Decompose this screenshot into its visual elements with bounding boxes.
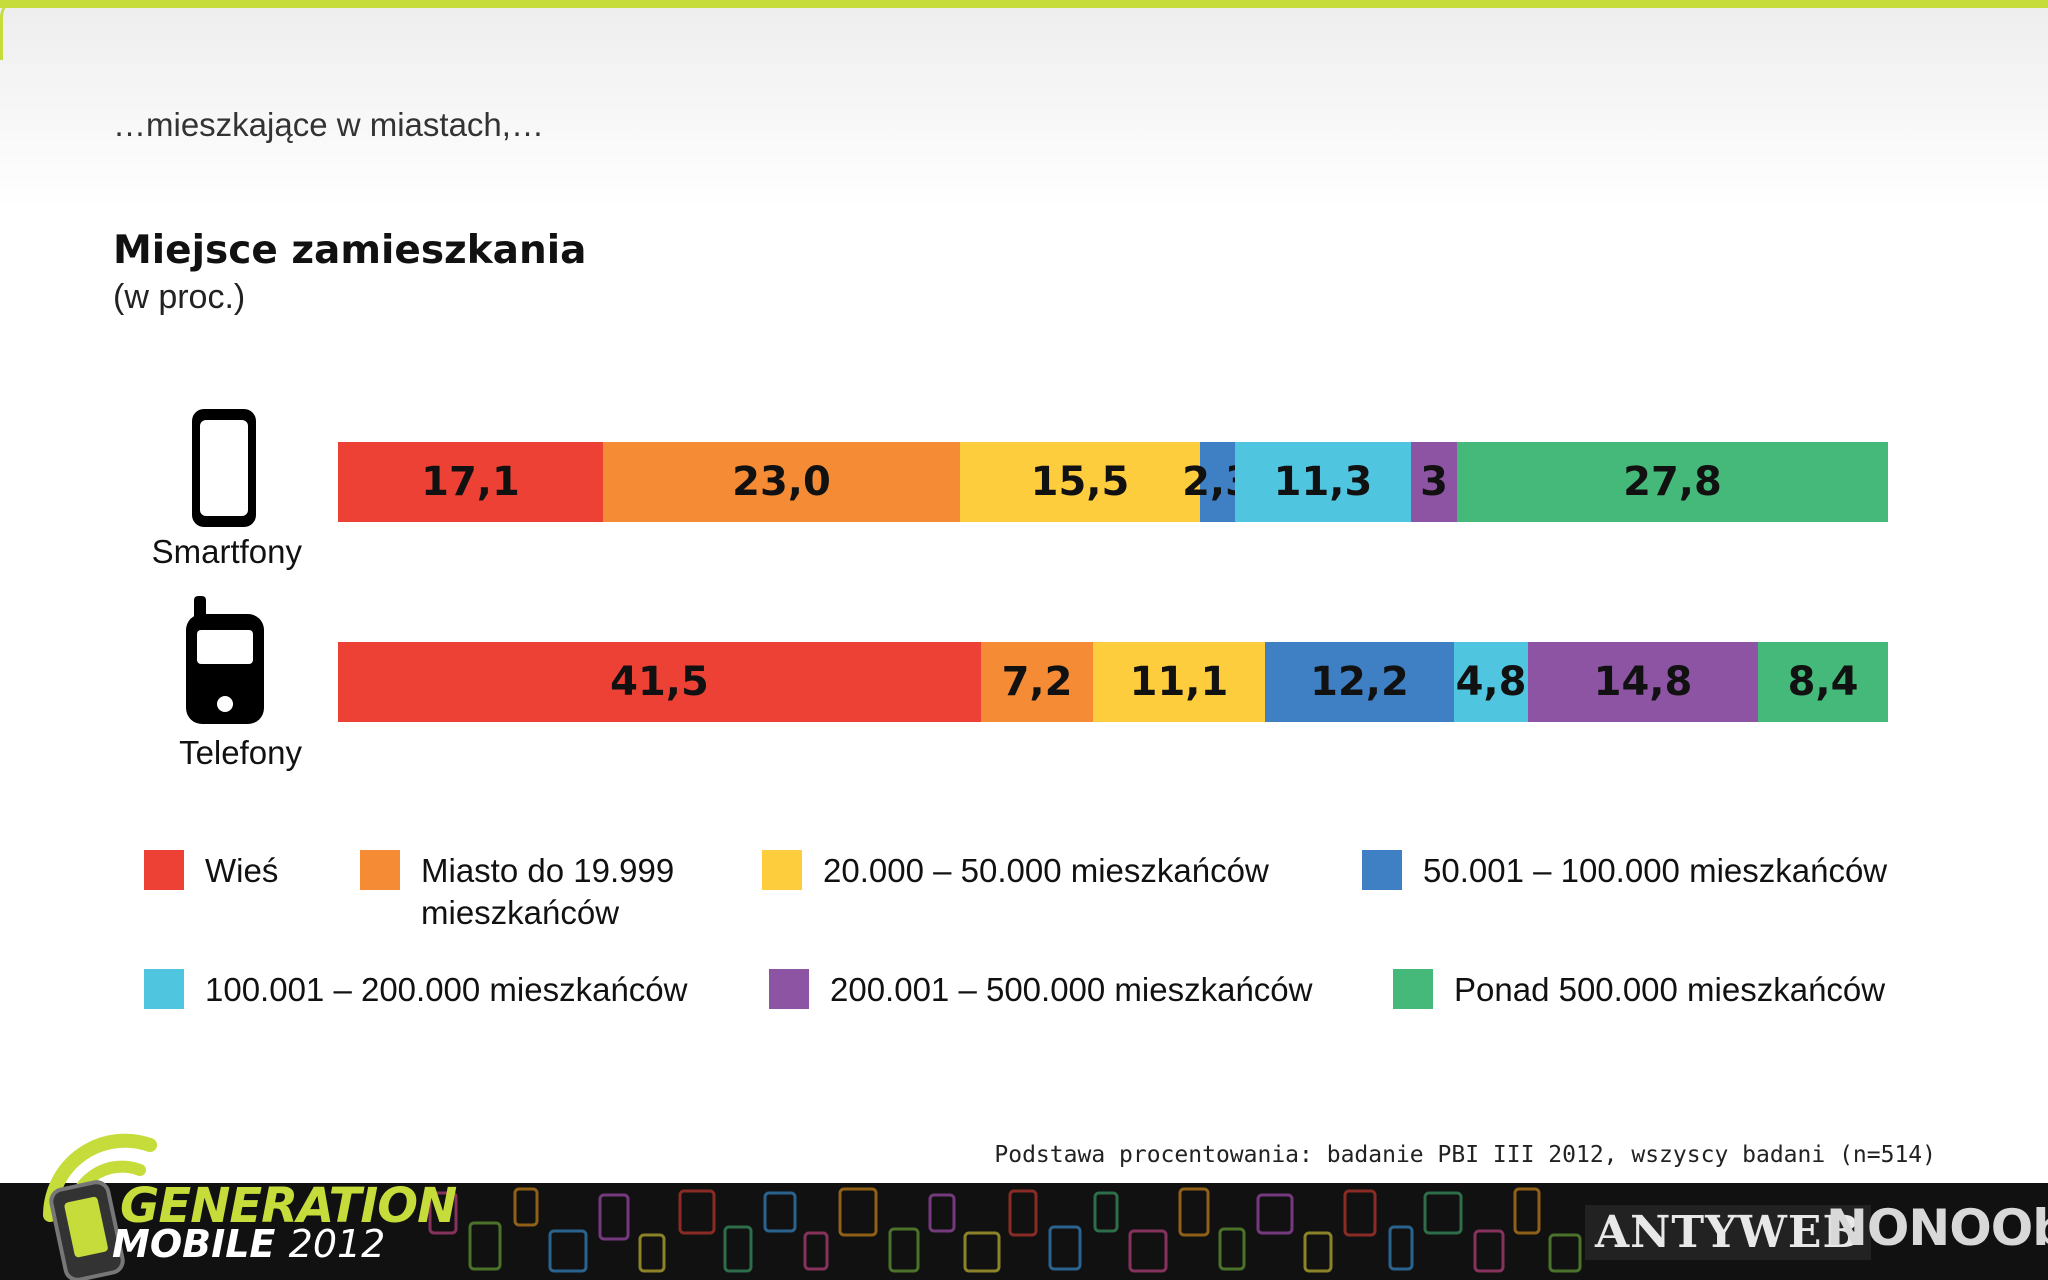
data-label: 14,8 bbox=[1593, 659, 1693, 705]
bar-segment-smartfony-0: 17,1 bbox=[338, 442, 603, 522]
bar-segment-smartfony-3: 2,3 bbox=[1182, 442, 1253, 522]
row-label-telefony: Telefony bbox=[179, 734, 302, 771]
data-label: 7,2 bbox=[1001, 659, 1073, 705]
data-label: 27,8 bbox=[1623, 459, 1722, 505]
legend-swatch bbox=[1393, 969, 1433, 1009]
bar-segment-smartfony-5: 3 bbox=[1411, 442, 1457, 522]
legend-label: Miasto do 19.999 bbox=[421, 852, 675, 889]
bar-segment-smartfony-6: 27,8 bbox=[1457, 442, 1888, 522]
legend-swatch bbox=[144, 850, 184, 890]
event-name-line1: GENERATION bbox=[120, 1178, 457, 1234]
header-gradient bbox=[0, 8, 2048, 208]
stacked-bar-telefony: 41,5 7,2 11,1 12,2 4,8 14,8 8,4 bbox=[338, 642, 1888, 722]
legend-swatch bbox=[144, 969, 184, 1009]
data-label: 11,3 bbox=[1273, 459, 1373, 505]
legend-swatch bbox=[762, 850, 802, 890]
data-label: 23,0 bbox=[732, 459, 831, 505]
generation-mobile-logo-icon bbox=[43, 1133, 157, 1280]
bar-segment-telefony-1: 7,2 bbox=[981, 642, 1093, 722]
data-label: 8,4 bbox=[1787, 659, 1859, 705]
smartphone-icon bbox=[192, 409, 256, 527]
data-label: 11,1 bbox=[1129, 659, 1229, 705]
footer-bar: ANTYWEB NONOObS bbox=[0, 1183, 2048, 1280]
chart-title: Miejsce zamieszkania bbox=[113, 228, 587, 273]
legend-swatch bbox=[769, 969, 809, 1009]
bar-segment-smartfony-2: 15,5 bbox=[960, 442, 1200, 522]
data-label: 12,2 bbox=[1310, 659, 1409, 705]
bar-segment-smartfony-4: 11,3 bbox=[1235, 442, 1411, 522]
bar-segment-telefony-0: 41,5 bbox=[338, 642, 981, 722]
legend-label-line2: mieszkańców bbox=[421, 894, 620, 931]
top-accent-line bbox=[0, 0, 2048, 8]
bar-segment-telefony-4: 4,8 bbox=[1454, 642, 1528, 722]
row-label-smartfony: Smartfony bbox=[151, 533, 302, 570]
legend-label: Wieś bbox=[205, 852, 279, 889]
event-year: 2012 bbox=[288, 1222, 386, 1266]
bar-segment-smartfony-1: 23,0 bbox=[603, 442, 960, 522]
legend-label: 50.001 – 100.000 mieszkańców bbox=[1423, 852, 1888, 889]
footnote: Podstawa procentowania: badanie PBI III … bbox=[994, 1142, 1936, 1168]
antyweb-logo: ANTYWEB bbox=[1585, 1205, 1871, 1260]
data-label: 15,5 bbox=[1030, 459, 1130, 505]
event-name-line2: MOBILE 2012 bbox=[112, 1222, 385, 1266]
data-label: 41,5 bbox=[610, 659, 709, 705]
cellphone-icon bbox=[186, 596, 264, 724]
chart-unit: (w proc.) bbox=[113, 278, 246, 316]
corner-accent bbox=[0, 0, 17, 60]
data-label: 17,1 bbox=[421, 459, 520, 505]
event-word: MOBILE bbox=[112, 1222, 276, 1266]
nonoobs-logo: NONOObS bbox=[1826, 1199, 2048, 1257]
bar-segment-telefony-6: 8,4 bbox=[1758, 642, 1888, 722]
bar-segment-telefony-5: 14,8 bbox=[1528, 642, 1758, 722]
data-label: 3 bbox=[1420, 459, 1448, 505]
data-label: 4,8 bbox=[1455, 659, 1527, 705]
device-pattern bbox=[428, 1187, 1582, 1273]
legend-swatch bbox=[360, 850, 400, 890]
legend-label: 200.001 – 500.000 mieszkańców bbox=[830, 971, 1313, 1008]
legend-label: 20.000 – 50.000 mieszkańców bbox=[823, 852, 1269, 889]
stacked-bar-smartfony: 17,1 23,0 15,5 2,3 11,3 3 27,8 bbox=[338, 442, 1888, 522]
bar-segment-telefony-3: 12,2 bbox=[1265, 642, 1454, 722]
legend-label: 100.001 – 200.000 mieszkańców bbox=[205, 971, 688, 1008]
bar-segment-telefony-2: 11,1 bbox=[1093, 642, 1265, 722]
slide-subtitle: …mieszkające w miastach,… bbox=[113, 106, 544, 143]
legend-swatch bbox=[1362, 850, 1402, 890]
legend-label: Ponad 500.000 mieszkańców bbox=[1454, 971, 1886, 1008]
